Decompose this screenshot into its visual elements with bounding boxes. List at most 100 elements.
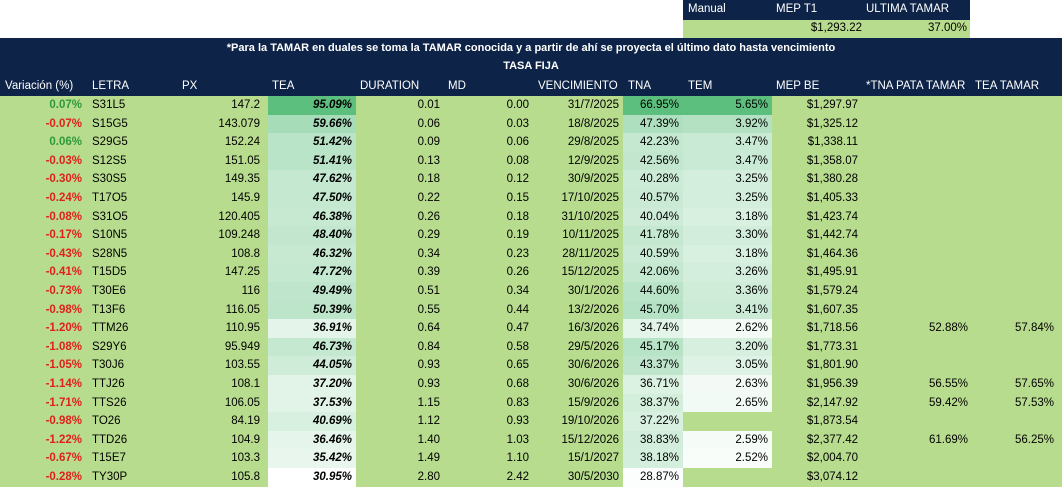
variacion-cell: -0.67% bbox=[45, 452, 82, 465]
vencimiento-cell: 30/5/2030 bbox=[567, 471, 619, 483]
col-tea[interactable]: TEA bbox=[272, 80, 295, 92]
tea-tamar-cell: 57.84% bbox=[1014, 322, 1054, 335]
col-tna-pata-tamar[interactable]: *TNA PATA TAMAR bbox=[866, 80, 966, 92]
table-row[interactable]: -1.71% TTS26 106.05 37.53% 1.15 0.83 15/9/2026… bbox=[0, 393, 1062, 413]
duration-cell: 0.29 bbox=[417, 229, 440, 242]
table-row[interactable]: 0.06% S29G5 152.24 51.42% 0.09 0.06 29/8/2025 4… bbox=[0, 133, 1062, 152]
variacion-cell: -0.43% bbox=[45, 247, 82, 260]
table-row[interactable]: -0.08% S31O5 120.405 46.38% 0.26 0.18 31/10/20… bbox=[0, 207, 1062, 227]
letra-cell: T15E7 bbox=[92, 452, 126, 465]
letra-cell: S31O5 bbox=[92, 210, 128, 223]
tem-cell: 2.59% bbox=[683, 430, 772, 450]
tem-cell: 3.18% bbox=[683, 207, 772, 227]
tna-cell: 66.95% bbox=[623, 96, 683, 115]
px-cell: 143.079 bbox=[218, 117, 260, 130]
vencimiento-cell: 30/6/2026 bbox=[567, 359, 619, 372]
tna-pata-tamar-cell bbox=[862, 282, 972, 301]
table-row[interactable]: 0.07% S31L5 147.2 95.09% 0.01 0.00 31/7/2025 66… bbox=[0, 96, 1062, 115]
tea-cell: 46.38% bbox=[268, 207, 356, 227]
table-row[interactable]: -0.17% S10N5 109.248 48.40% 0.29 0.19 10/11/20… bbox=[0, 226, 1062, 245]
vencimiento-cell: 29/8/2025 bbox=[567, 136, 619, 149]
tna-pata-tamar-cell: 56.55% bbox=[928, 378, 968, 390]
variacion-cell: -1.05% bbox=[45, 359, 82, 372]
tea-tamar-cell bbox=[972, 282, 1058, 301]
table-row[interactable]: -0.41% T15D5 147.25 47.72% 0.39 0.26 15/12/202… bbox=[0, 263, 1062, 282]
tna-cell: 42.06% bbox=[623, 263, 683, 282]
tna-pata-tamar-cell bbox=[862, 133, 972, 152]
tem-cell: 3.18% bbox=[683, 244, 772, 264]
mep-t1-label: MEP T1 bbox=[776, 3, 818, 15]
vencimiento-cell: 30/1/2026 bbox=[567, 285, 619, 297]
col-duration[interactable]: DURATION bbox=[360, 80, 420, 92]
tna-pata-tamar-cell bbox=[862, 245, 972, 264]
letra-cell: S30S5 bbox=[92, 173, 127, 186]
tea-cell: 40.69% bbox=[268, 412, 356, 431]
tea-tamar-cell bbox=[972, 245, 1058, 264]
vencimiento-cell: 18/8/2025 bbox=[567, 117, 619, 130]
table-row[interactable]: -0.98% T13F6 116.05 50.39% 0.55 0.44 13/2/2026… bbox=[0, 300, 1062, 320]
tna-pata-tamar-cell bbox=[862, 356, 972, 375]
table-row[interactable]: -1.08% S29Y6 95.949 46.73% 0.84 0.58 29/5/2026… bbox=[0, 337, 1062, 357]
col-tna[interactable]: TNA bbox=[628, 80, 651, 92]
tem-cell: 3.47% bbox=[683, 151, 772, 171]
variacion-cell: -0.41% bbox=[45, 266, 82, 279]
tea-cell: 95.09% bbox=[268, 96, 356, 115]
col-tem[interactable]: TEM bbox=[688, 80, 713, 92]
ultima-tamar-label: ULTIMA TAMAR bbox=[866, 3, 950, 15]
table-row[interactable]: -0.30% S30S5 149.35 47.62% 0.18 0.12 30/9/2025… bbox=[0, 170, 1062, 189]
col-tea-tamar[interactable]: TEA TAMAR bbox=[975, 80, 1040, 92]
tna-cell: 44.60% bbox=[623, 282, 683, 301]
table-row[interactable]: -1.22% TTD26 104.9 36.46% 1.40 1.03 15/12/2026… bbox=[0, 430, 1062, 450]
variacion-cell: 0.07% bbox=[49, 99, 82, 111]
mep-be-cell: $1,442.74 bbox=[806, 229, 858, 242]
col-md[interactable]: MD bbox=[448, 80, 466, 92]
table-row[interactable]: -0.28% TY30P 105.8 30.95% 2.80 2.42 30/5/2030 2… bbox=[0, 468, 1062, 487]
vencimiento-cell: 28/11/2025 bbox=[562, 247, 619, 260]
table-row[interactable]: -0.73% T30E6 116 49.49% 0.51 0.34 30/1/2026 44.… bbox=[0, 282, 1062, 301]
tna-pata-tamar-cell bbox=[862, 338, 972, 357]
duration-cell: 0.13 bbox=[417, 154, 440, 167]
col-vencimiento[interactable]: VENCIMIENTO bbox=[538, 80, 618, 92]
px-cell: 110.95 bbox=[225, 322, 260, 335]
col-letra[interactable]: LETRA bbox=[92, 80, 130, 92]
duration-cell: 0.64 bbox=[417, 322, 440, 335]
table-row[interactable]: -1.05% T30J6 103.55 44.05% 0.93 0.65 30/6/2026… bbox=[0, 356, 1062, 375]
tea-tamar-cell bbox=[972, 170, 1058, 189]
variacion-cell: -0.08% bbox=[45, 210, 82, 223]
tea-cell: 48.40% bbox=[268, 226, 356, 245]
mep-be-cell: $2,147.92 bbox=[806, 396, 858, 409]
col-px[interactable]: PX bbox=[182, 80, 198, 92]
table-row[interactable]: -0.67% T15E7 103.3 35.42% 1.49 1.10 15/1/2027 3… bbox=[0, 449, 1062, 468]
table-row[interactable]: -0.03% S12S5 151.05 51.41% 0.13 0.08 12/9/2025… bbox=[0, 151, 1062, 171]
vencimiento-cell: 15/12/2026 bbox=[561, 433, 619, 446]
variacion-cell: -1.71% bbox=[45, 396, 82, 409]
px-cell: 84.19 bbox=[231, 415, 260, 428]
tea-cell: 30.95% bbox=[268, 468, 356, 487]
duration-cell: 0.34 bbox=[417, 247, 440, 260]
table-row[interactable]: -0.98% TO26 84.19 40.69% 1.12 0.93 19/10/2026 3… bbox=[0, 412, 1062, 431]
col-variacion[interactable]: Variación (%) bbox=[5, 80, 74, 92]
vencimiento-cell: 16/3/2026 bbox=[567, 322, 619, 335]
vencimiento-cell: 31/10/2025 bbox=[561, 210, 619, 223]
mep-be-cell: $1,873.54 bbox=[806, 415, 858, 428]
tem-cell: 2.62% bbox=[683, 319, 772, 338]
letra-cell: TTD26 bbox=[92, 433, 128, 446]
px-cell: 106.05 bbox=[224, 396, 260, 409]
table-row[interactable]: -0.07% S15G5 143.079 59.66% 0.06 0.03 18/8/202… bbox=[0, 114, 1062, 134]
duration-cell: 1.12 bbox=[417, 415, 440, 428]
tna-pata-tamar-cell bbox=[862, 170, 972, 189]
tem-cell: 5.65% bbox=[683, 96, 772, 115]
md-cell: 0.34 bbox=[506, 285, 529, 297]
table-row[interactable]: -0.24% T17O5 145.9 47.50% 0.22 0.15 17/10/2025… bbox=[0, 189, 1062, 208]
table-row[interactable]: -0.43% S28N5 108.8 46.32% 0.34 0.23 28/11/2025… bbox=[0, 244, 1062, 264]
letra-cell: T17O5 bbox=[92, 192, 128, 204]
vencimiento-cell: 29/5/2026 bbox=[567, 340, 619, 353]
table-row[interactable]: -1.14% TTJ26 108.1 37.20% 0.93 0.68 30/6/2026 3… bbox=[0, 375, 1062, 394]
col-mep-be[interactable]: MEP BE bbox=[776, 80, 820, 92]
tna-pata-tamar-cell bbox=[862, 468, 972, 487]
md-cell: 0.08 bbox=[506, 154, 529, 167]
tna-pata-tamar-cell: 61.69% bbox=[928, 433, 968, 446]
table-row[interactable]: -1.20% TTM26 110.95 36.91% 0.64 0.47 16/3/2026… bbox=[0, 319, 1062, 338]
tea-tamar-cell bbox=[972, 338, 1058, 357]
duration-cell: 0.09 bbox=[417, 136, 440, 149]
